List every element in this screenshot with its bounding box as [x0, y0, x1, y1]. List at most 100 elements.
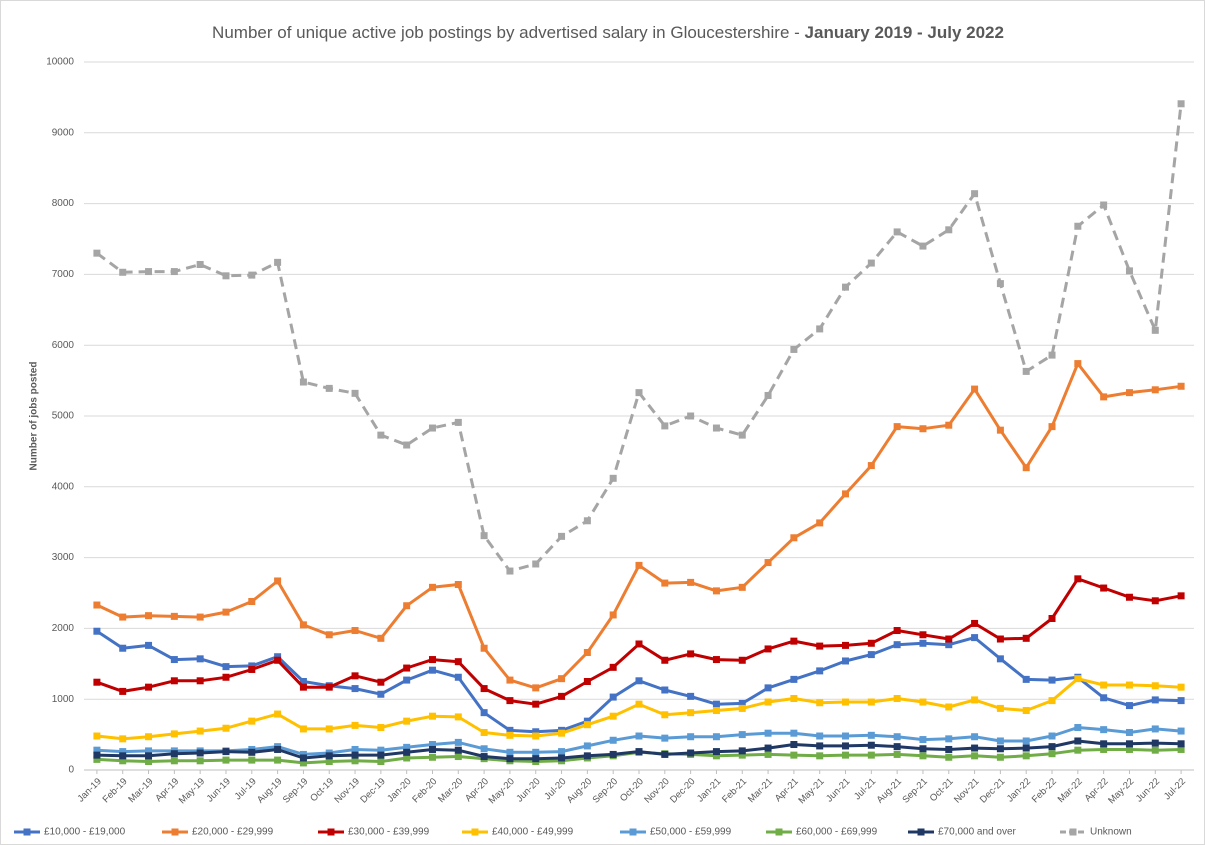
series-marker	[480, 532, 488, 540]
series-marker	[506, 697, 514, 705]
series-marker	[1125, 728, 1133, 736]
series-marker	[119, 752, 127, 760]
series-marker	[119, 757, 127, 765]
legend-label: £10,000 - £19,000	[44, 827, 126, 838]
series-marker	[945, 421, 953, 429]
series-marker	[893, 627, 901, 635]
series-marker	[764, 698, 772, 706]
series-marker	[1074, 222, 1082, 230]
series-marker	[996, 737, 1004, 745]
series-marker	[325, 384, 333, 392]
series-marker	[274, 577, 282, 585]
series-marker	[274, 756, 282, 764]
series-marker	[299, 759, 307, 767]
series-marker	[945, 703, 953, 711]
series-marker	[532, 732, 540, 740]
series-marker	[93, 601, 101, 609]
series-marker	[454, 418, 462, 426]
series-marker	[867, 741, 875, 749]
series-marker	[635, 389, 643, 397]
series-marker	[1048, 614, 1056, 622]
series	[93, 100, 1185, 575]
series-marker	[506, 755, 514, 763]
series-marker	[532, 560, 540, 568]
series-marker	[403, 676, 411, 684]
series-marker	[454, 658, 462, 666]
series-marker	[403, 441, 411, 449]
series-marker	[274, 653, 282, 661]
series-marker	[712, 733, 720, 741]
series-marker	[506, 748, 514, 756]
series-marker	[919, 639, 927, 647]
series-marker	[351, 721, 359, 729]
series-marker	[325, 683, 333, 691]
series-marker	[428, 424, 436, 432]
series-marker	[1151, 696, 1159, 704]
series-marker	[119, 748, 127, 756]
series-marker	[842, 742, 850, 750]
series-marker	[790, 694, 798, 702]
series-marker	[93, 627, 101, 635]
series-marker	[1177, 683, 1185, 691]
series-marker	[1151, 725, 1159, 733]
y-tick-label: 3000	[52, 552, 75, 563]
series-marker	[790, 729, 798, 737]
series-marker	[454, 753, 462, 761]
series-marker	[274, 710, 282, 718]
series-marker	[170, 757, 178, 765]
series-marker	[377, 758, 385, 766]
series-marker	[299, 678, 307, 685]
series-marker	[738, 704, 746, 712]
series-marker	[1125, 593, 1133, 601]
series-marker	[145, 733, 153, 741]
series-marker	[532, 684, 540, 692]
series-marker	[816, 732, 824, 740]
series-marker	[764, 750, 772, 758]
series-marker	[558, 729, 566, 737]
series-marker	[351, 672, 359, 680]
series-marker	[583, 678, 591, 685]
series-marker	[1151, 326, 1159, 334]
series-marker	[1177, 740, 1185, 748]
series	[93, 360, 1185, 692]
legend-label: £20,000 - £29,999	[192, 827, 274, 838]
legend-swatch-marker	[775, 828, 783, 836]
legend-label: £30,000 - £39,999	[348, 827, 430, 838]
series-marker	[661, 579, 669, 587]
series-marker	[428, 753, 436, 761]
series-marker	[506, 731, 514, 739]
series-marker	[867, 698, 875, 706]
series-marker	[635, 677, 643, 685]
series-marker	[1100, 726, 1108, 734]
series-marker	[738, 731, 746, 739]
series-marker	[454, 673, 462, 681]
series-marker	[1151, 746, 1159, 754]
series-marker	[222, 663, 230, 671]
series-marker	[971, 634, 979, 642]
series-marker	[971, 385, 979, 393]
series-marker	[687, 749, 695, 757]
series-marker	[403, 717, 411, 725]
series-marker	[996, 655, 1004, 663]
series-marker	[377, 690, 385, 698]
series-marker	[945, 745, 953, 753]
series-marker	[842, 641, 850, 649]
series-marker	[919, 745, 927, 753]
series-marker	[867, 751, 875, 759]
series-marker	[1074, 675, 1082, 683]
series-marker	[712, 748, 720, 756]
series-marker	[506, 567, 514, 575]
series-marker	[867, 259, 875, 267]
series-marker	[558, 675, 566, 683]
series-marker	[1125, 389, 1133, 397]
series-marker	[248, 665, 256, 673]
series-marker	[532, 700, 540, 708]
series-marker	[170, 730, 178, 738]
legend-label: £70,000 and over	[938, 827, 1017, 838]
y-tick-label: 1000	[52, 694, 75, 705]
series-marker	[945, 641, 953, 649]
series-marker	[145, 612, 153, 620]
series-marker	[480, 745, 488, 753]
series-marker	[687, 650, 695, 658]
series	[93, 675, 1185, 743]
